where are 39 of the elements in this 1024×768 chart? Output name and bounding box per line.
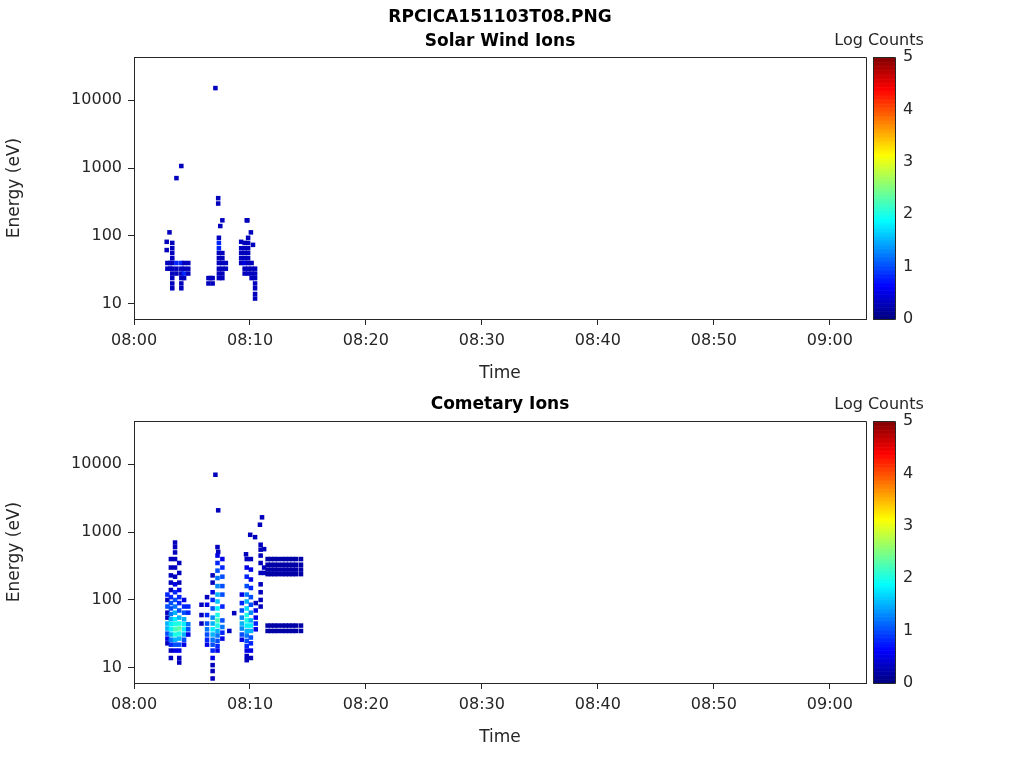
chart-title: Cometary Ions (430, 393, 570, 414)
y-tick-label: 10000 (71, 453, 122, 473)
color-bar-label: 0 (903, 672, 914, 692)
color-bar-label: 4 (903, 462, 914, 482)
x-tick-label: 09:00 (806, 693, 853, 713)
x-tick-label: 08:50 (690, 693, 737, 713)
x-tick-label: 08:00 (110, 329, 158, 349)
color-bar-label: 1 (903, 255, 914, 275)
y-axis-title: Energy (eV) (2, 137, 23, 239)
color-bar-label: 2 (903, 567, 914, 587)
y-axis-title: Energy (eV) (2, 501, 23, 603)
y-tick-label: 10 (101, 293, 122, 313)
color-bar-label: 0 (903, 308, 914, 328)
y-tick-label: 1000 (81, 157, 122, 177)
x-tick-label: 08:40 (574, 693, 621, 713)
y-tick-label: 10000 (71, 89, 122, 109)
color-bar-label: 1 (903, 619, 914, 639)
color-bar-label: 3 (903, 150, 914, 170)
y-tick-label: 10 (101, 657, 122, 677)
chart-subtitle: Solar Wind Ions (424, 30, 576, 51)
x-tick-label: 08:30 (458, 693, 505, 713)
color-bar-label: 4 (903, 98, 914, 118)
chart-title: RPCICA151103T08.PNG (388, 6, 612, 27)
x-axis-title: Time (478, 726, 521, 747)
x-tick-label: 08:20 (342, 329, 389, 349)
y-tick-label: 1000 (81, 521, 122, 541)
x-tick-label: 08:00 (110, 693, 158, 713)
y-tick-label: 100 (91, 589, 122, 609)
x-axis-title: Time (478, 362, 521, 383)
x-tick-label: 08:20 (342, 693, 389, 713)
y-tick-label: 100 (91, 225, 122, 245)
x-tick-label: 08:10 (226, 329, 274, 349)
x-tick-label: 08:30 (458, 329, 505, 349)
color-bar-label: 2 (903, 203, 914, 223)
color-bar-label: 3 (903, 514, 914, 534)
x-tick-label: 08:40 (574, 329, 621, 349)
x-tick-label: 08:10 (226, 693, 274, 713)
x-tick-label: 09:00 (806, 329, 853, 349)
x-tick-label: 08:50 (690, 329, 737, 349)
